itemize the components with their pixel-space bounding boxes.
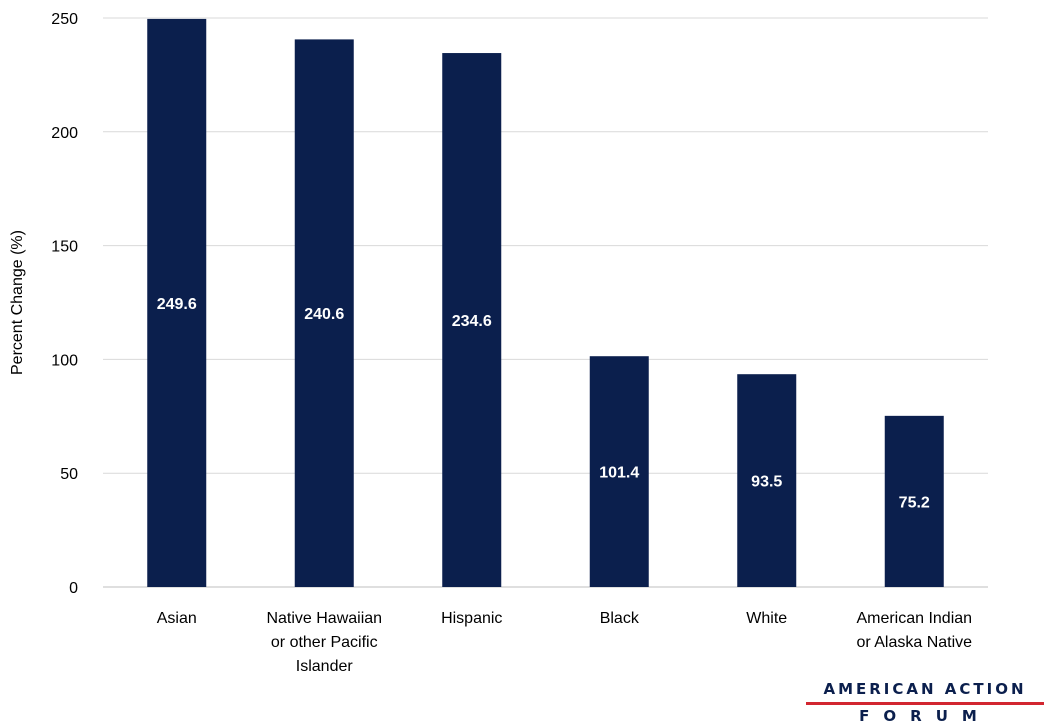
data-label: 93.5 bbox=[751, 474, 782, 491]
x-tick-label: American Indian bbox=[856, 610, 972, 627]
x-tick-label: Black bbox=[600, 610, 640, 627]
x-tick-label: Native Hawaiian bbox=[266, 610, 382, 627]
x-tick-label: Hispanic bbox=[441, 610, 502, 627]
bar bbox=[442, 53, 502, 587]
bar bbox=[294, 39, 354, 587]
logo-text-top: AMERICAN ACTION bbox=[823, 680, 1027, 698]
data-label: 240.6 bbox=[304, 306, 344, 323]
y-tick-label: 0 bbox=[69, 580, 78, 597]
data-label: 234.6 bbox=[452, 313, 492, 330]
american-action-forum-logo: AMERICAN ACTION FORUM bbox=[806, 680, 1044, 726]
bar bbox=[737, 374, 797, 587]
y-tick-label: 250 bbox=[51, 11, 78, 28]
x-tick-label: or Alaska Native bbox=[856, 634, 972, 651]
y-tick-label: 200 bbox=[51, 125, 78, 142]
data-label: 75.2 bbox=[899, 494, 930, 511]
y-tick-label: 150 bbox=[51, 239, 78, 256]
y-tick-label: 50 bbox=[60, 466, 78, 483]
y-axis-label: Percent Change (%) bbox=[9, 230, 26, 375]
x-tick-label: or other Pacific bbox=[271, 634, 378, 651]
x-tick-label: Islander bbox=[296, 658, 354, 675]
logo-text-bottom: FORUM bbox=[859, 707, 991, 725]
data-label: 249.6 bbox=[157, 296, 197, 313]
x-tick-label: White bbox=[746, 610, 787, 627]
bar bbox=[589, 356, 649, 587]
logo-red-rule bbox=[806, 702, 1044, 705]
data-label: 101.4 bbox=[599, 465, 639, 482]
bar bbox=[884, 415, 944, 587]
y-tick-label: 100 bbox=[51, 352, 78, 369]
bar bbox=[147, 18, 207, 587]
x-tick-label: Asian bbox=[157, 610, 197, 627]
